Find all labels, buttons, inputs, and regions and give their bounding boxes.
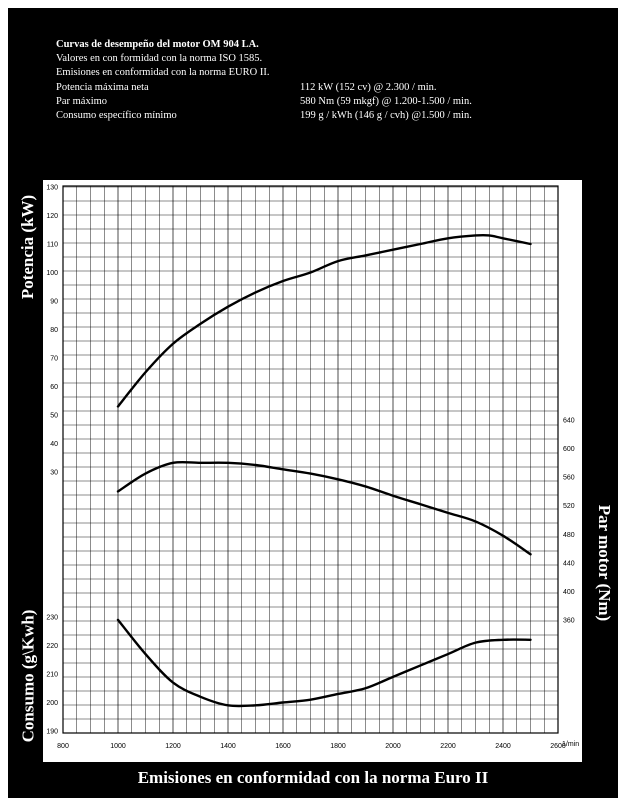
tick-label-power: 130	[46, 185, 58, 192]
plot-background	[43, 180, 582, 762]
tick-label-power: 50	[50, 413, 58, 420]
tick-label-power: 90	[50, 299, 58, 306]
tick-label-power: 110	[47, 242, 58, 249]
curves	[116, 233, 532, 708]
chart-title: Curvas de desempeño del motor OM 904 LA.	[56, 39, 259, 50]
tick-label-rpm: 1600	[275, 743, 291, 750]
tick-label-torque: 400	[563, 589, 575, 596]
tick-label-rpm: 2000	[385, 743, 401, 750]
tick-label-power: 30	[50, 470, 58, 477]
tick-label-power: 80	[50, 327, 58, 334]
tick-label-consumption: 220	[46, 643, 58, 650]
spec-value-consumption: 199 g / kWh (146 g / cvh) @1.500 / min.	[300, 110, 472, 122]
tick-label-power: 60	[50, 384, 58, 391]
header-block: Curvas de desempeño del motor OM 904 LA.…	[56, 38, 472, 123]
y-axis-label-power: Potencia (kW)	[18, 194, 38, 300]
tick-label-rpm: 2400	[495, 743, 511, 750]
tick-label-consumption: 200	[46, 700, 58, 707]
tick-label-torque: 440	[563, 560, 575, 567]
spec-label-torque: Par máximo	[56, 95, 108, 107]
grid-lines	[62, 185, 559, 734]
tick-labels: 130 120 110 100 90 80 70 60 50 40 30 640 600 560 520 48…	[46, 185, 579, 751]
tick-label-rpm: 1200	[165, 743, 181, 750]
y-axis-label-torque: Par motor (Nm)	[595, 504, 615, 622]
tick-label-torque: 640	[563, 418, 575, 425]
curve-consumption	[116, 618, 532, 708]
tick-label-torque: 480	[563, 532, 575, 539]
spec-row-consumption: Consumo específico mínimo 199 g / kWh (1…	[56, 109, 472, 123]
tick-label-consumption: 210	[46, 672, 58, 679]
curve-power	[116, 233, 532, 408]
spec-row-torque: Par máximo 580 Nm (59 mkgf) @ 1.200-1.50…	[56, 95, 472, 109]
spec-value-torque: 580 Nm (59 mkgf) @ 1.200-1.500 / min.	[300, 95, 472, 107]
tick-label-power: 100	[46, 270, 58, 277]
tick-label-power: 120	[46, 213, 58, 220]
rpm-unit-label: 1/min	[562, 741, 579, 748]
tick-label-power: 40	[50, 441, 58, 448]
spec-label-consumption: Consumo específico mínimo	[56, 110, 177, 122]
y-axis-label-consumption: Consumo (g\Kwh)	[17, 609, 37, 743]
tick-label-consumption: 190	[46, 729, 58, 736]
tick-label-rpm: 2600	[550, 743, 566, 750]
tick-label-torque: 560	[563, 475, 575, 482]
tick-label-rpm: 1800	[330, 743, 346, 750]
header-line-2: Emisiones en conformidad con la norma EU…	[56, 67, 270, 79]
spec-row-power: Potencia máxima neta 112 kW (152 cv) @ 2…	[56, 81, 437, 95]
tick-label-rpm: 800	[57, 743, 69, 750]
spec-label-power: Potencia máxima neta	[56, 81, 149, 93]
spec-value-power: 112 kW (152 cv) @ 2.300 / min.	[300, 81, 437, 93]
footer-caption: Emisiones en conformidad con la norma Eu…	[137, 768, 489, 787]
header-line-1: Valores en con formidad con la norma ISO…	[56, 53, 263, 65]
tick-label-consumption: 230	[46, 615, 58, 622]
tick-label-torque: 360	[563, 618, 575, 625]
tick-label-rpm: 1400	[220, 743, 236, 750]
tick-label-rpm: 1000	[110, 743, 126, 750]
tick-label-torque: 520	[563, 503, 575, 510]
curve-torque	[116, 460, 532, 556]
tick-label-power: 70	[50, 356, 58, 363]
tick-label-rpm: 2200	[440, 743, 456, 750]
tick-label-torque: 600	[563, 446, 575, 453]
